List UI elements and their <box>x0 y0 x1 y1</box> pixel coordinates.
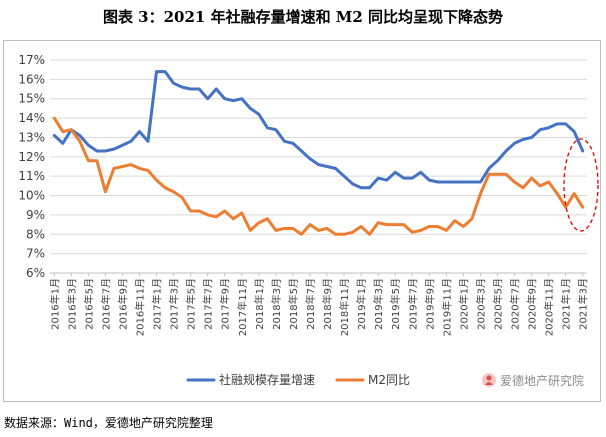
line-chart: 6% 7% 8% 9% 10% 11% 12% 13% 14% 15% 16% 17% 2016年1月… <box>18 53 599 388</box>
x-axis: 2016年1月 2016年3月 2016年5月 2016年7月 2016年9月 2016年… <box>48 273 590 336</box>
chart-frame <box>3 40 601 402</box>
x-tick-label: 2020年9月 <box>526 278 539 330</box>
y-axis: 6% 7% 8% 9% 10% 11% 12% 13% 14% 15% 16% 17% <box>18 53 45 280</box>
x-tick-label: 2020年11月 <box>543 278 556 336</box>
x-tick-label: 2016年5月 <box>82 278 95 330</box>
x-tick-label: 2021年3月 <box>577 278 590 330</box>
x-tick-label: 2017年9月 <box>219 278 232 330</box>
x-tick-label: 2019年11月 <box>440 278 453 336</box>
y-tick-label: 10% <box>18 189 45 203</box>
x-tick-label: 2018年1月 <box>253 278 266 330</box>
x-tick-label: 2017年5月 <box>185 278 198 330</box>
source-note: 数据来源：Wind，爱德地产研究院整理 <box>4 416 213 430</box>
y-tick-label: 7% <box>26 247 45 261</box>
watermark: 爱德地产研究院 <box>482 373 584 388</box>
y-tick-label: 16% <box>18 72 45 86</box>
x-tick-label: 2020年5月 <box>492 278 505 330</box>
person-logo-icon <box>482 373 496 387</box>
series-line <box>52 70 585 190</box>
legend-label: 社融规模存量增速 <box>219 372 315 387</box>
legend-label: M2同比 <box>368 373 410 387</box>
x-tick-label: 2016年11月 <box>134 278 147 336</box>
x-tick-label: 2018年7月 <box>304 278 317 330</box>
y-tick-label: 6% <box>26 266 45 280</box>
x-tick-label: 2020年7月 <box>509 278 522 330</box>
x-tick-label: 2017年3月 <box>168 278 181 330</box>
x-tick-label: 2016年1月 <box>48 278 61 330</box>
x-tick-label: 2019年3月 <box>372 278 385 330</box>
x-tick-label: 2020年3月 <box>474 278 487 330</box>
watermark-text: 爱德地产研究院 <box>500 373 584 388</box>
x-tick-label: 2019年9月 <box>423 278 436 330</box>
y-tick-label: 14% <box>18 111 45 125</box>
y-tick-label: 13% <box>18 130 45 144</box>
y-tick-label: 8% <box>26 227 45 241</box>
x-tick-label: 2018年5月 <box>287 278 300 330</box>
x-tick-label: 2017年11月 <box>236 278 249 336</box>
x-tick-label: 2018年3月 <box>270 278 283 330</box>
x-tick-label: 2018年9月 <box>321 278 334 330</box>
y-tick-label: 9% <box>26 208 45 222</box>
series-lines <box>52 70 585 236</box>
x-tick-label: 2018年11月 <box>338 278 351 336</box>
x-tick-label: 2017年1月 <box>151 278 164 330</box>
y-tick-label: 17% <box>18 53 45 67</box>
x-tick-label: 2016年3月 <box>65 278 78 330</box>
x-tick-label: 2020年1月 <box>457 278 470 330</box>
y-tick-label: 12% <box>18 150 45 164</box>
x-tick-label: 2016年9月 <box>116 278 129 330</box>
x-tick-label: 2017年7月 <box>202 278 215 330</box>
x-tick-label: 2019年5月 <box>389 278 402 330</box>
legend: 社融规模存量增速 M2同比 <box>186 372 410 387</box>
y-tick-label: 15% <box>18 92 45 106</box>
x-tick-label: 2019年7月 <box>406 278 419 330</box>
page-title: 图表 3：2021 年社融存量增速和 M2 同比均呈现下降态势 <box>102 8 504 26</box>
x-tick-label: 2016年7月 <box>99 278 112 330</box>
y-tick-label: 11% <box>18 169 45 183</box>
x-tick-label: 2021年1月 <box>560 278 573 330</box>
highlight-ellipse <box>563 138 599 232</box>
x-tick-label: 2019年1月 <box>355 278 368 330</box>
gridlines <box>50 59 587 274</box>
series-line <box>52 116 585 236</box>
